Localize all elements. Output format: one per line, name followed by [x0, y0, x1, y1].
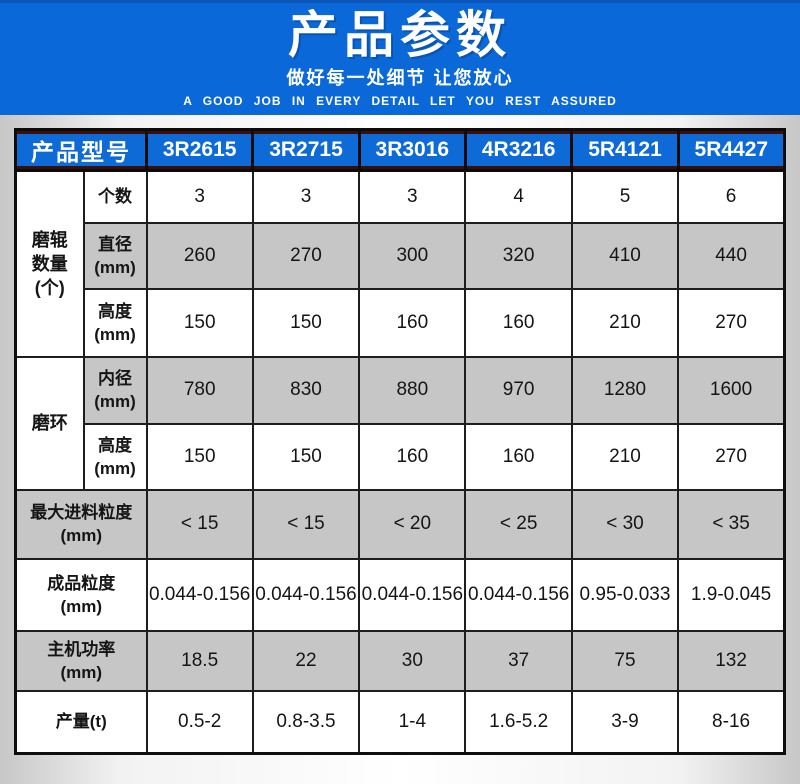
value-cell: 75 — [570, 629, 680, 692]
value-cell: 4 — [464, 169, 573, 224]
value-cell: < 30 — [570, 488, 680, 560]
header-model-2: 3R2715 — [251, 128, 361, 172]
table-row: 主机功率 (mm) 18.5 22 30 37 75 132 — [14, 629, 786, 692]
value-cell: 320 — [464, 221, 573, 290]
header-model-5: 5R4121 — [570, 128, 680, 172]
table-row: 成品粒度 (mm) 0.044-0.156 0.044-0.156 0.044-… — [14, 557, 786, 632]
value-cell: 0.044-0.156 — [251, 557, 361, 632]
row-label: 产量(t) — [14, 689, 148, 755]
value-cell: 0.95-0.033 — [570, 557, 680, 632]
value-cell: 1280 — [570, 355, 680, 425]
table-row: 产量(t) 0.5-2 0.8-3.5 1-4 1.6-5.2 3-9 8-16 — [14, 689, 786, 755]
table-wrap: 产品型号 3R2615 3R2715 3R3016 4R3216 5R4121 … — [0, 115, 800, 755]
value-cell: 780 — [145, 355, 254, 425]
value-cell: 440 — [677, 221, 786, 290]
value-cell: 150 — [145, 422, 254, 491]
value-cell: 150 — [145, 287, 254, 358]
row-label: 内径 (mm) — [82, 355, 148, 425]
row-label: 成品粒度 (mm) — [14, 557, 148, 632]
value-cell: 160 — [358, 287, 467, 358]
value-cell: 300 — [358, 221, 467, 290]
value-cell: 30 — [358, 629, 467, 692]
header-model-4: 4R3216 — [463, 128, 574, 172]
value-cell: 22 — [251, 629, 361, 692]
header-model-3: 3R3016 — [357, 128, 467, 172]
value-cell: 3 — [145, 169, 254, 224]
value-cell: 0.044-0.156 — [358, 557, 467, 632]
value-cell: 880 — [358, 355, 467, 425]
table-row: 磨环 内径 (mm) 780 830 880 970 1280 1600 — [14, 355, 786, 491]
value-cell: 0.044-0.156 — [464, 557, 573, 632]
product-spec-table: 产品型号 3R2615 3R2715 3R3016 4R3216 5R4121 … — [14, 128, 787, 755]
value-cell: 410 — [570, 221, 680, 290]
table-row: 高度 (mm) 150 150 160 160 210 270 — [16, 287, 786, 358]
row-label: 最大进料粒度 (mm) — [14, 488, 148, 560]
value-cell: 150 — [251, 422, 361, 491]
row-label: 高度 (mm) — [82, 287, 148, 358]
value-cell: 1.6-5.2 — [464, 689, 573, 755]
value-cell: < 15 — [251, 488, 361, 560]
table-row: 高度 (mm) 150 150 160 160 210 270 — [16, 422, 786, 491]
table-row: 磨辊 数量 (个) 个数 3 3 3 4 5 6 — [14, 169, 786, 358]
header-model-6: 5R4427 — [676, 128, 787, 172]
value-cell: 1600 — [677, 355, 786, 425]
value-cell: 270 — [677, 287, 786, 358]
table-header-row: 产品型号 3R2615 3R2715 3R3016 4R3216 5R4121 … — [14, 128, 787, 172]
value-cell: 1-4 — [358, 689, 467, 755]
value-cell: 0.8-3.5 — [251, 689, 361, 755]
value-cell: < 15 — [145, 488, 254, 560]
value-cell: 1.9-0.045 — [677, 557, 786, 632]
header-model-1: 3R2615 — [144, 128, 255, 172]
value-cell: 270 — [251, 221, 361, 290]
value-cell: 132 — [677, 629, 786, 692]
value-cell: 6 — [677, 169, 786, 224]
value-cell: 0.5-2 — [145, 689, 254, 755]
value-cell: 37 — [464, 629, 573, 692]
page: 产品参数 做好每一处细节 让您放心 A GOOD JOB IN EVERY DE… — [0, 0, 800, 755]
value-cell: 830 — [251, 355, 361, 425]
value-cell: 5 — [570, 169, 680, 224]
value-cell: 160 — [358, 422, 467, 491]
value-cell: 970 — [464, 355, 573, 425]
row-label: 高度 (mm) — [82, 422, 148, 491]
value-cell: 0.044-0.156 — [145, 557, 254, 632]
value-cell: 210 — [570, 422, 680, 491]
value-cell: 8-16 — [677, 689, 786, 755]
value-cell: 160 — [464, 287, 573, 358]
group-label-grinding-ring: 磨环 — [14, 355, 85, 491]
row-label: 直径 (mm) — [82, 221, 148, 290]
value-cell: 260 — [145, 221, 254, 290]
header-product-model-label: 产品型号 — [14, 128, 148, 172]
row-label: 主机功率 (mm) — [14, 629, 148, 692]
value-cell: 3 — [251, 169, 361, 224]
banner: 产品参数 做好每一处细节 让您放心 A GOOD JOB IN EVERY DE… — [0, 0, 800, 115]
value-cell: 18.5 — [145, 629, 254, 692]
value-cell: 150 — [251, 287, 361, 358]
value-cell: < 25 — [464, 488, 573, 560]
banner-subtitle: 做好每一处细节 让您放心 — [286, 68, 514, 88]
value-cell: 3 — [358, 169, 467, 224]
row-label: 个数 — [82, 169, 148, 224]
value-cell: 270 — [677, 422, 786, 491]
table-row: 直径 (mm) 260 270 300 320 410 440 — [16, 221, 786, 290]
page-title: 产品参数 — [288, 7, 512, 63]
value-cell: < 20 — [358, 488, 467, 560]
table-row: 最大进料粒度 (mm) < 15 < 15 < 20 < 25 < 30 < 3… — [14, 488, 786, 560]
group-label-grinding-rollers: 磨辊 数量 (个) — [14, 169, 85, 358]
value-cell: 160 — [464, 422, 573, 491]
value-cell: 3-9 — [570, 689, 680, 755]
banner-tagline: A GOOD JOB IN EVERY DETAIL LET YOU REST … — [183, 94, 617, 108]
value-cell: 210 — [570, 287, 680, 358]
value-cell: < 35 — [677, 488, 786, 560]
